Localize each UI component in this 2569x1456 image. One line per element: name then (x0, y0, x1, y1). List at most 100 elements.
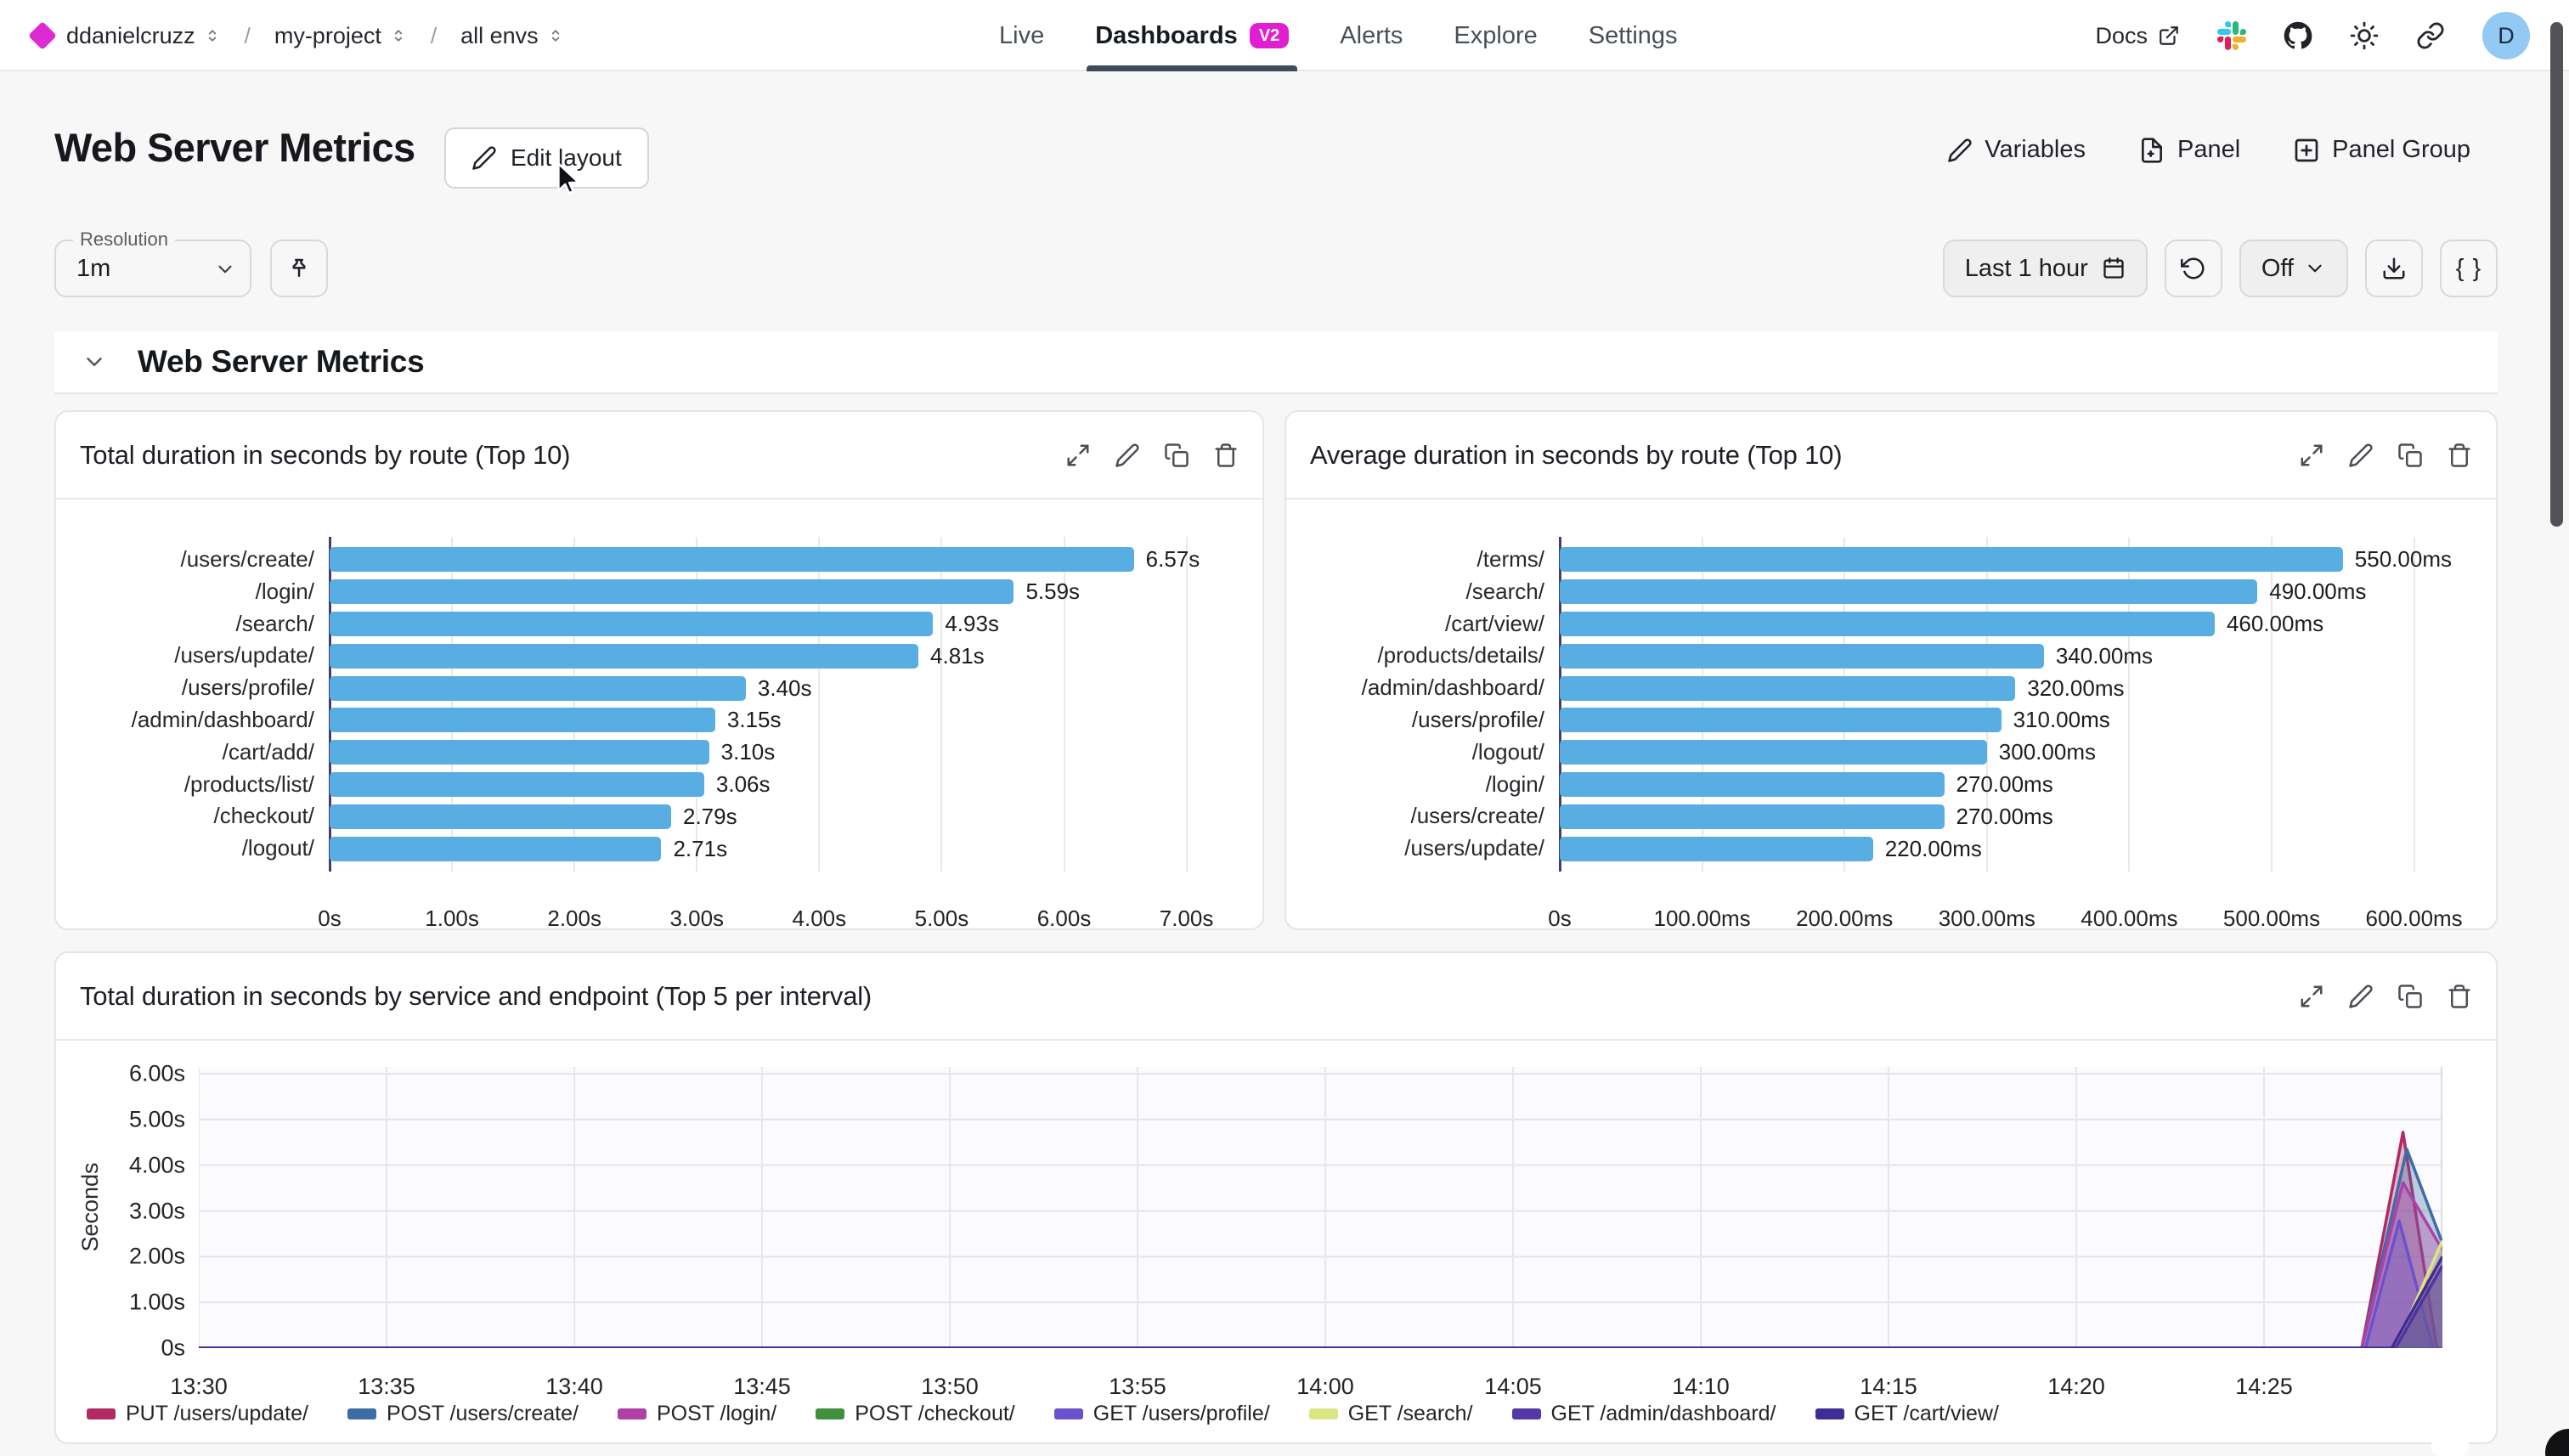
bar (1560, 547, 2343, 573)
x-tick-label: 4.00s (792, 906, 847, 931)
theme-sun-icon[interactable] (2350, 21, 2379, 50)
tab-alerts[interactable]: Alerts (1340, 0, 1403, 71)
bar (1560, 740, 1987, 765)
legend-label: POST /checkout/ (855, 1402, 1015, 1425)
y-tick-label: 2.00s (128, 1243, 185, 1269)
time-range-button[interactable]: Last 1 hour (1942, 240, 2148, 297)
auto-refresh-select[interactable]: Off (2239, 240, 2348, 297)
panel-header: Average duration in seconds by route (To… (1286, 412, 2496, 499)
bar-row: 270.00ms (1560, 769, 2474, 801)
user-avatar[interactable]: D (2482, 12, 2530, 59)
breadcrumb-env[interactable]: all envs (460, 23, 564, 49)
bar-category-label: /cart/view/ (1444, 610, 1544, 636)
x-tick-label: 14:10 (1672, 1374, 1730, 1399)
refresh-button[interactable] (2164, 240, 2222, 297)
bar (330, 836, 662, 861)
edit-layout-button[interactable]: Edit layout (444, 127, 649, 189)
variables-button[interactable]: Variables (1947, 136, 2086, 164)
resolution-label: Resolution (73, 229, 175, 251)
bar (330, 771, 704, 797)
expand-icon[interactable] (2299, 443, 2324, 468)
resolution-select[interactable]: Resolution 1m (54, 229, 251, 297)
series-line (199, 1219, 2442, 1350)
download-button[interactable] (2365, 240, 2423, 297)
x-tick-label: 6.00s (1036, 906, 1092, 931)
add-panel-group-button[interactable]: Panel Group (2293, 136, 2470, 164)
bar-value-label: 2.71s (673, 835, 728, 861)
panel-group-header[interactable]: Web Server Metrics (54, 331, 2498, 394)
docs-link[interactable]: Docs (2095, 23, 2180, 49)
bar-category-label: /search/ (235, 610, 315, 636)
tab-live[interactable]: Live (999, 0, 1044, 71)
legend-label: POST /login/ (656, 1402, 777, 1425)
pin-button[interactable] (270, 240, 328, 297)
edit-icon[interactable] (1115, 443, 1140, 468)
chevron-updown-icon (394, 30, 403, 42)
x-tick-label: 14:05 (1484, 1374, 1542, 1399)
bar (330, 547, 1134, 573)
tab-settings[interactable]: Settings (1589, 0, 1678, 71)
collapse-chevron-icon[interactable] (82, 349, 107, 375)
bar-row: 5.59s (330, 576, 1240, 608)
delete-icon[interactable] (1213, 443, 1239, 468)
bar-chart-average-duration: /terms/ /search/ /cart/view/ /products/deta… (1286, 499, 2496, 931)
breadcrumb-org[interactable]: ddanielcruzz (66, 23, 221, 49)
legend-item[interactable]: GET /users/profile/ (1053, 1402, 1270, 1426)
delete-icon[interactable] (2447, 984, 2472, 1009)
expand-icon[interactable] (1065, 443, 1091, 468)
legend-label: PUT /users/update/ (126, 1402, 308, 1425)
x-tick-label: 300.00ms (1938, 906, 2035, 931)
bar-category-label: /admin/dashboard/ (131, 706, 314, 732)
tab-explore[interactable]: Explore (1454, 0, 1537, 71)
series-area (199, 1148, 2442, 1348)
duplicate-icon[interactable] (2397, 984, 2423, 1009)
add-panel-button[interactable]: Panel (2138, 136, 2240, 164)
y-tick-label: 1.00s (128, 1289, 185, 1315)
nav-tabs: Live Dashboards V2 Alerts Explore Settin… (999, 0, 1678, 71)
share-link-icon[interactable] (2416, 21, 2445, 50)
slack-icon[interactable] (2217, 21, 2246, 50)
app-logo-icon[interactable] (28, 21, 57, 50)
legend-item[interactable]: POST /login/ (617, 1402, 777, 1426)
delete-icon[interactable] (2447, 443, 2472, 468)
expand-icon[interactable] (2299, 984, 2324, 1009)
legend-item[interactable]: GET /admin/dashboard/ (1511, 1402, 1776, 1426)
bar-row: 460.00ms (1560, 608, 2474, 641)
tab-dashboards[interactable]: Dashboards V2 (1087, 0, 1298, 71)
bar-category-label: /users/create/ (1410, 803, 1544, 829)
bar (330, 579, 1014, 605)
github-icon[interactable] (2284, 21, 2312, 50)
legend-item[interactable]: GET /search/ (1308, 1402, 1473, 1426)
duplicate-icon[interactable] (2397, 443, 2423, 468)
bar (330, 708, 715, 733)
y-tick-label: 6.00s (128, 1060, 185, 1086)
duplicate-icon[interactable] (1164, 443, 1189, 468)
bar-value-label: 270.00ms (1956, 770, 2053, 797)
avatar-letter: D (2498, 22, 2515, 48)
top-nav: ddanielcruzz / my-project / all envs Liv… (0, 0, 2569, 71)
bar (1560, 643, 2044, 669)
breadcrumb-separator: / (430, 22, 438, 48)
scrollbar-thumb[interactable] (2550, 22, 2563, 527)
breadcrumb-project[interactable]: my-project (274, 23, 407, 49)
bar-row: 550.00ms (1560, 544, 2474, 576)
bar (1560, 611, 2215, 636)
bar-row: 3.15s (330, 704, 1240, 736)
edit-icon[interactable] (2348, 443, 2374, 468)
pencil-icon (472, 146, 496, 170)
bar (1560, 804, 1945, 829)
pencil-icon (1948, 138, 1972, 162)
json-braces-button[interactable]: { } (2440, 240, 2498, 297)
legend-item[interactable]: GET /cart/view/ (1815, 1402, 1999, 1426)
y-tick-label: 4.00s (128, 1152, 185, 1178)
bar-value-label: 490.00ms (2269, 578, 2367, 605)
legend-item[interactable]: POST /users/create/ (347, 1402, 579, 1426)
edit-icon[interactable] (2348, 984, 2374, 1009)
legend-item[interactable]: PUT /users/update/ (87, 1402, 308, 1426)
panel-header: Total duration in seconds by service and… (56, 953, 2496, 1041)
legend-item[interactable]: POST /checkout/ (816, 1402, 1015, 1426)
bar-category-label: /login/ (255, 578, 314, 604)
panel-actions (2299, 443, 2472, 468)
bar-row: 320.00ms (1560, 672, 2474, 704)
x-tick-label: 13:40 (545, 1374, 603, 1399)
